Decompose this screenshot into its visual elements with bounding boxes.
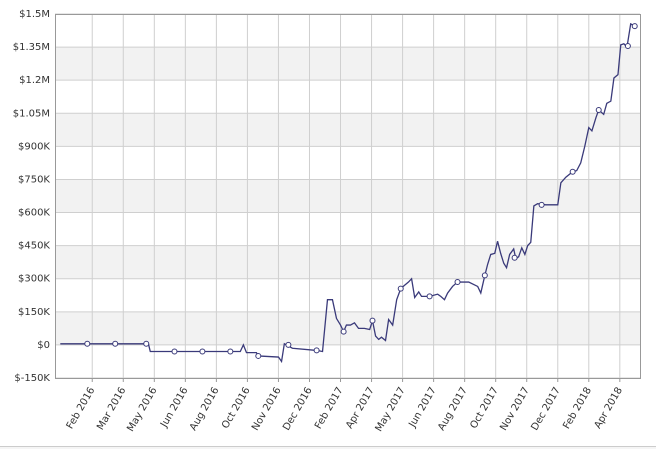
data-point (397, 285, 404, 292)
y-tick-label: $0 (37, 340, 50, 351)
data-point (426, 293, 433, 300)
y-tick-label: $-150K (14, 373, 50, 384)
data-point (227, 348, 234, 355)
y-tick-label: $300K (18, 274, 50, 285)
y-tick-label: $1.2M (19, 75, 50, 86)
data-point (171, 348, 178, 355)
marks (60, 22, 638, 364)
data-point (369, 317, 376, 324)
data-point (454, 279, 461, 286)
grid-band (55, 113, 640, 147)
data-point (143, 340, 150, 347)
grid-band (55, 179, 640, 213)
data-line (60, 22, 636, 364)
grid-band (55, 47, 640, 81)
y-tick-label: $750K (18, 174, 50, 185)
data-point (481, 272, 488, 279)
data-point (595, 106, 602, 113)
data-point (84, 340, 91, 347)
data-point (538, 201, 545, 208)
data-point (631, 23, 638, 30)
data-point (624, 42, 631, 49)
y-tick-label: $1.5M (19, 9, 50, 20)
y-tick-label: $1.05M (13, 108, 50, 119)
grid-band (55, 311, 640, 345)
y-tick-label: $900K (18, 141, 50, 152)
grid (55, 13, 640, 379)
data-point (511, 254, 518, 261)
plot-frame (55, 14, 641, 379)
data-point (313, 347, 320, 354)
data-point (112, 340, 119, 347)
data-point (255, 352, 262, 359)
data-point (285, 341, 292, 348)
data-point (340, 328, 347, 335)
data-point (569, 168, 576, 175)
y-tick-label: $600K (18, 208, 50, 219)
y-tick-label: $450K (18, 241, 50, 252)
y-tick-label: $150K (18, 307, 50, 318)
grid-band (55, 245, 640, 279)
data-point (199, 348, 206, 355)
y-tick-label: $1.35M (13, 42, 50, 53)
